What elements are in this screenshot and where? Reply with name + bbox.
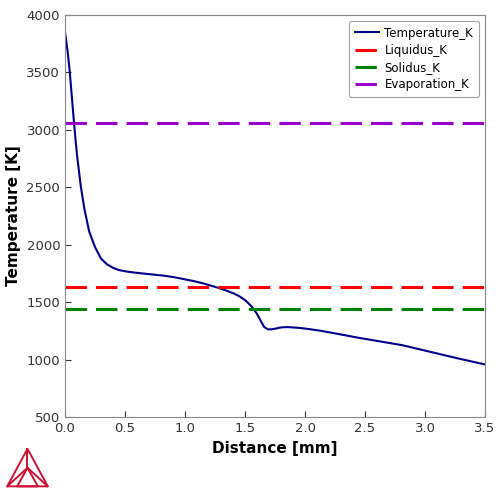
Temperature_K bbox=[424, 348, 430, 354]
Solidus_K bbox=[182, 306, 188, 312]
Temperature_K bbox=[330, 330, 336, 336]
Temperature_K bbox=[482, 361, 488, 367]
Legend: Temperature_K, Liquidus_K, Solidus_K, Evaporation_K: Temperature_K, Liquidus_K, Solidus_K, Ev… bbox=[349, 21, 479, 97]
Y-axis label: Temperature [K]: Temperature [K] bbox=[6, 146, 21, 286]
Temperature_K bbox=[380, 339, 386, 345]
Line: Temperature_K: Temperature_K bbox=[65, 32, 485, 364]
Temperature_K bbox=[62, 29, 68, 35]
Temperature_K bbox=[317, 327, 323, 333]
Liquidus_K bbox=[182, 284, 188, 290]
Solidus_K bbox=[62, 306, 68, 312]
Evaporation_K bbox=[62, 120, 68, 126]
Liquidus_K bbox=[62, 284, 68, 290]
X-axis label: Distance [mm]: Distance [mm] bbox=[212, 441, 338, 456]
Temperature_K bbox=[88, 233, 94, 239]
Temperature_K bbox=[306, 326, 312, 332]
Evaporation_K bbox=[182, 120, 188, 126]
